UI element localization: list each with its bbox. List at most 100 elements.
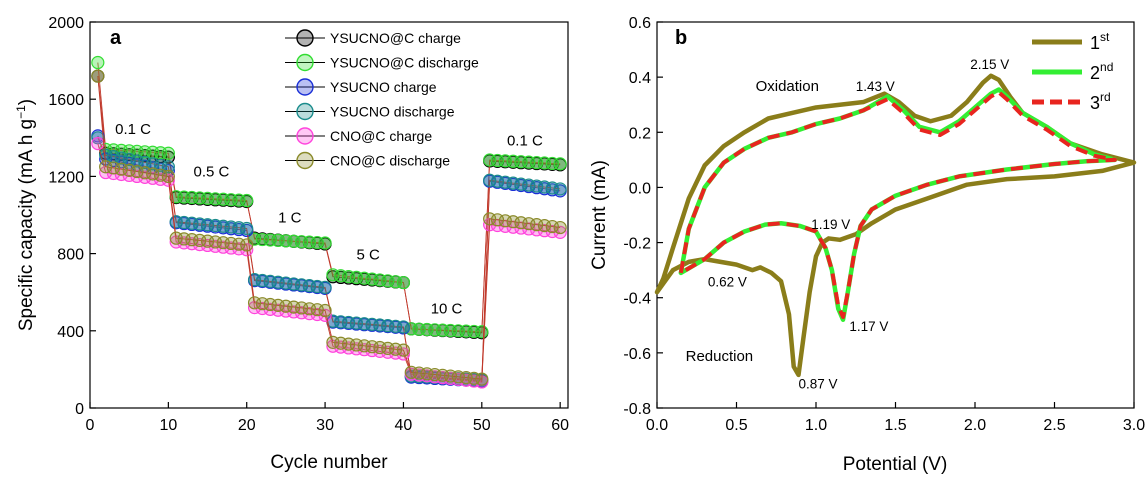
y-tick-label-a: 400 <box>57 324 84 341</box>
annotation-b: 1.19 V <box>811 217 850 232</box>
data-point-a <box>553 182 567 196</box>
data-point-a <box>475 325 489 339</box>
data-point-a <box>161 160 175 174</box>
data-point-a <box>396 320 411 334</box>
x-tick-label-a: 30 <box>316 417 334 434</box>
y-axis-label-a: Specific capacity (mA h g−1) <box>14 99 37 331</box>
legend-label-b-sup: st <box>1100 30 1110 44</box>
x-tick-label-a: 40 <box>395 417 413 434</box>
y-tick-label-b: -0.8 <box>623 401 651 418</box>
plot-area-a <box>89 21 569 409</box>
x-tick-label-a: 50 <box>473 417 491 434</box>
legend-label-b-sup: rd <box>1100 90 1111 104</box>
legend-marker-a <box>296 102 314 121</box>
legend-label-a: YSUCNO@C charge <box>330 30 461 46</box>
data-point-a <box>396 343 411 357</box>
legend-label-b: 1st <box>1090 30 1110 53</box>
data-point-a <box>396 347 411 361</box>
annotations-b: Oxidation Reduction 1.43 V 2.15 V 1.19 V 0.62… <box>686 57 1010 392</box>
legend-marker-a <box>296 29 314 47</box>
cv-curve-1st <box>654 73 1137 378</box>
y-axis-a: 0 400 800 1200 1600 2000 <box>48 15 96 418</box>
annotation-b: 1.17 V <box>849 319 888 334</box>
y-tick-label-b: 0.4 <box>629 70 651 87</box>
data-point-a <box>91 136 105 151</box>
x-tick-label-b: 2.5 <box>1043 417 1065 434</box>
series-group-a <box>91 55 567 389</box>
chart-panel-a: a 0 400 800 1200 1600 2000 0 10 20 30 40 50 60 0.1 … <box>14 15 569 473</box>
panel-label-a: a <box>110 27 122 49</box>
annotation-b: Oxidation <box>756 78 819 95</box>
x-tick-label-b: 1.5 <box>884 417 906 434</box>
x-tick-label-a: 60 <box>551 417 569 434</box>
panel-label-b: b <box>675 27 687 49</box>
y-tick-label-a: 800 <box>57 247 84 264</box>
data-point-a <box>318 303 332 318</box>
series-a-5 <box>91 69 567 386</box>
data-point-a <box>161 169 175 183</box>
y-tick-label-b: -0.6 <box>623 346 651 363</box>
legend-label-a: CNO@C charge <box>330 128 432 144</box>
x-axis-a: 0 10 20 30 40 50 60 <box>86 402 569 434</box>
data-point-a <box>553 220 567 235</box>
legend-marker-a <box>296 78 314 96</box>
y-axis-label-a-main: Specific capacity (mA h g <box>16 119 37 331</box>
data-point-a <box>475 372 489 386</box>
legend-label-b-sup: nd <box>1100 60 1113 74</box>
data-point-a <box>161 146 175 160</box>
legend-label-a: CNO@C discharge <box>330 153 450 169</box>
rate-label: 1 C <box>278 210 302 227</box>
data-point-a <box>396 275 411 290</box>
data-point-a <box>318 236 332 250</box>
y-tick-label-a: 0 <box>75 401 84 418</box>
annotation-b: 0.62 V <box>708 275 747 290</box>
x-tick-label-a: 10 <box>159 417 177 434</box>
data-point-a <box>553 157 567 171</box>
x-tick-label-b: 0.0 <box>646 417 668 434</box>
legend-marker-a <box>296 151 314 170</box>
data-point-a <box>240 193 254 208</box>
data-point-a <box>318 280 332 294</box>
rate-label: 0.1 C <box>115 121 151 138</box>
x-tick-label-a: 20 <box>238 417 256 434</box>
rate-labels-a: 0.1 C 0.5 C 1 C 5 C 10 C 0.1 C <box>115 121 543 317</box>
legend-label-b-main: 1 <box>1090 33 1100 53</box>
legend-label-b: 2nd <box>1090 60 1113 83</box>
y-axis-label-b: Current (mA) <box>589 160 610 270</box>
x-axis-label-a: Cycle number <box>270 452 388 473</box>
legend-a: YSUCNO@C charge YSUCNO@C discharge YSUCNO … <box>285 29 479 170</box>
data-point-a <box>91 55 105 70</box>
y-tick-label-a: 1600 <box>48 92 84 109</box>
x-axis-b: 0.0 0.5 1.0 1.5 2.0 2.5 3.0 <box>646 402 1145 434</box>
series-line-a <box>97 75 561 334</box>
rate-label: 0.5 C <box>194 163 230 180</box>
x-tick-label-b: 0.5 <box>725 417 747 434</box>
series-line-a <box>97 62 561 333</box>
chart-panel-b: b -0.8 -0.6 -0.4 -0.2 0.0 0.2 0.4 0.6 0.0 0.5 1.0… <box>589 15 1145 475</box>
y-tick-label-b: -0.2 <box>623 236 651 253</box>
y-tick-label-a: 2000 <box>48 15 84 32</box>
y-tick-label-b: -0.4 <box>623 291 651 308</box>
legend-label-a: YSUCNO discharge <box>330 104 455 120</box>
x-tick-label-b: 2.0 <box>964 417 986 434</box>
y-tick-label-b: 0.6 <box>629 15 651 32</box>
y-tick-label-b: 0.0 <box>629 180 651 197</box>
legend-label-b: 3rd <box>1090 90 1111 113</box>
annotation-b: Reduction <box>686 348 754 365</box>
series-line-a <box>97 76 561 380</box>
legend-label-b-main: 3 <box>1090 93 1100 113</box>
data-point-a <box>240 221 254 236</box>
data-point-a <box>91 69 105 83</box>
series-a-0 <box>91 69 567 340</box>
annotation-b: 0.87 V <box>799 377 838 392</box>
y-tick-label-b: 0.2 <box>629 125 651 142</box>
series-group-b <box>654 73 1137 378</box>
cv-curve-3rd <box>678 90 1117 320</box>
x-axis-label-b: Potential (V) <box>843 454 948 475</box>
series-a-1 <box>91 55 567 339</box>
x-tick-label-b: 1.0 <box>805 417 827 434</box>
y-tick-label-a: 1200 <box>48 169 84 186</box>
x-tick-label-b: 3.0 <box>1123 417 1145 434</box>
legend-b: 1st 2nd 3rd <box>1032 30 1113 113</box>
